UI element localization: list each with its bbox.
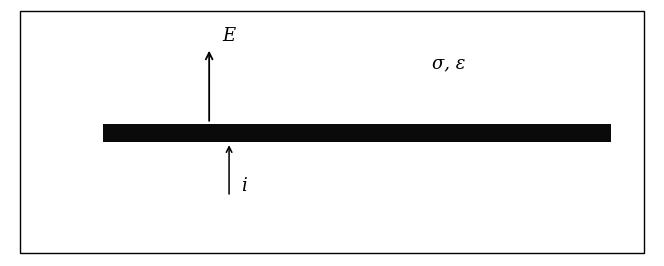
Text: σ, ε: σ, ε	[432, 55, 465, 73]
Text: E: E	[222, 27, 236, 45]
Bar	[103, 124, 611, 142]
Text: i: i	[241, 177, 247, 195]
